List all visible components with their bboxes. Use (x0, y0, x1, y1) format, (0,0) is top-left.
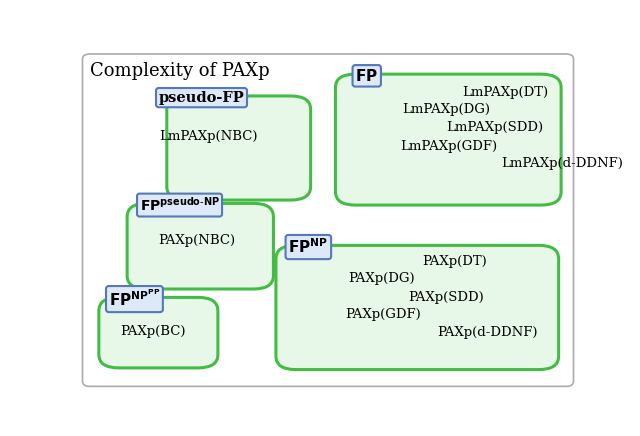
FancyBboxPatch shape (335, 74, 561, 205)
Text: $\mathbf{FP}^{\mathbf{NP}}$: $\mathbf{FP}^{\mathbf{NP}}$ (288, 238, 328, 256)
Text: $\mathbf{FP}^{\mathbf{pseudo\text{-}NP}}$: $\mathbf{FP}^{\mathbf{pseudo\text{-}NP}}… (140, 196, 220, 214)
FancyBboxPatch shape (99, 297, 218, 368)
Text: LmPAXp(DG): LmPAXp(DG) (403, 103, 490, 116)
Text: LmPAXp(d-DDNF): LmPAXp(d-DDNF) (502, 157, 623, 170)
Text: PAXp(GDF): PAXp(GDF) (346, 308, 421, 321)
Text: LmPAXp(NBC): LmPAXp(NBC) (160, 130, 258, 143)
Text: PAXp(BC): PAXp(BC) (121, 325, 186, 338)
Text: LmPAXp(GDF): LmPAXp(GDF) (400, 140, 497, 153)
Text: PAXp(d-DDNF): PAXp(d-DDNF) (437, 326, 538, 339)
Text: Complexity of PAXp: Complexity of PAXp (90, 62, 269, 80)
Text: PAXp(DT): PAXp(DT) (422, 255, 486, 268)
Text: PAXp(SDD): PAXp(SDD) (408, 291, 484, 304)
Text: LmPAXp(SDD): LmPAXp(SDD) (447, 121, 544, 134)
FancyBboxPatch shape (127, 203, 273, 289)
Text: PAXp(NBC): PAXp(NBC) (158, 234, 235, 247)
FancyBboxPatch shape (167, 96, 310, 200)
Text: LmPAXp(DT): LmPAXp(DT) (463, 86, 548, 99)
Text: $\mathbf{FP}$: $\mathbf{FP}$ (355, 68, 378, 84)
Text: $\mathbf{FP}^{\mathbf{NP^{PP}}}$: $\mathbf{FP}^{\mathbf{NP^{PP}}}$ (109, 289, 160, 310)
FancyBboxPatch shape (276, 245, 559, 370)
Text: PAXp(DG): PAXp(DG) (348, 272, 415, 286)
Text: pseudo-FP: pseudo-FP (159, 91, 244, 105)
